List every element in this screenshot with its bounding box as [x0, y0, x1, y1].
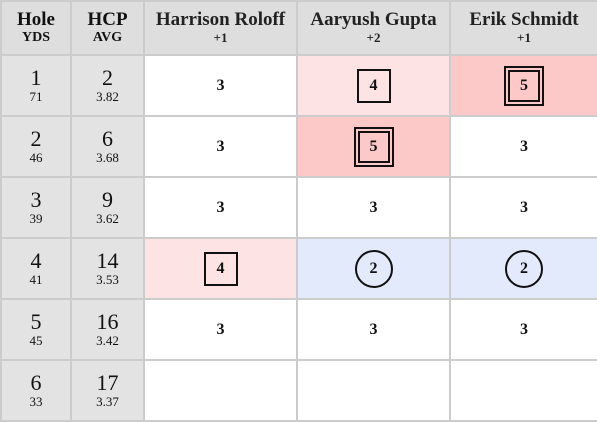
bogey-square-marker: 4 [356, 68, 391, 103]
avg-label: AVG [92, 30, 123, 45]
score-cell[interactable]: 2 [449, 237, 597, 300]
score-cell[interactable]: 3 [143, 298, 298, 361]
score-cell[interactable]: 3 [143, 176, 298, 239]
hole-yards: 45 [29, 332, 43, 348]
hcp-cell: 6 3.68 [70, 115, 145, 178]
score-cell[interactable]: 3 [296, 176, 451, 239]
scorecard-body: 1 71 2 3.82 3 4 5 2 46 6 3.68 3 5 3 3 39 9 3.62 3 3 3 4 41 14 3.… [0, 54, 597, 422]
score-cell[interactable]: 4 [296, 54, 451, 117]
hole-average: 3.82 [96, 88, 119, 104]
hole-row: 4 41 14 3.53 4 2 2 [0, 237, 597, 300]
yds-label: YDS [21, 30, 50, 45]
player-name: Harrison Roloff [155, 9, 286, 30]
hole-handicap: 2 [102, 64, 113, 90]
hole-row: 5 45 16 3.42 3 3 3 [0, 298, 597, 361]
hcp-cell: 9 3.62 [70, 176, 145, 239]
hcp-cell: 2 3.82 [70, 54, 145, 117]
score-cell[interactable]: 5 [296, 115, 451, 178]
score-value: 3 [520, 320, 528, 338]
score-cell[interactable]: 3 [296, 298, 451, 361]
score-cell[interactable]: 3 [143, 54, 298, 117]
player-header-1[interactable]: Harrison Roloff +1 [143, 0, 298, 56]
hole-label: Hole [17, 9, 55, 30]
score-cell[interactable]: 3 [449, 298, 597, 361]
hole-handicap: 17 [96, 369, 119, 395]
score-cell[interactable]: 2 [296, 237, 451, 300]
hole-average: 3.53 [96, 271, 119, 287]
score-value: 3 [216, 76, 225, 94]
hole-yards: 41 [29, 271, 43, 287]
hole-number: 4 [30, 247, 42, 273]
hcp-header: HCP AVG [70, 0, 145, 56]
hole-handicap: 9 [102, 186, 113, 212]
score-cell[interactable]: 4 [143, 237, 298, 300]
hcp-label: HCP [87, 9, 128, 30]
score-cell[interactable]: 3 [449, 176, 597, 239]
hole-yards: 39 [29, 210, 43, 226]
score-cell[interactable] [143, 359, 298, 422]
hole-header: Hole YDS [0, 0, 72, 56]
player-to-par: +1 [213, 30, 228, 45]
player-name: Aaryush Gupta [310, 9, 437, 30]
hole-number: 5 [30, 308, 42, 334]
header-row: Hole YDS HCP AVG Harrison Roloff +1 Aary… [0, 0, 597, 56]
hole-number: 3 [30, 186, 42, 212]
hole-cell: 4 41 [0, 237, 72, 300]
player-to-par: +1 [517, 30, 531, 45]
double-bogey-square-marker: 5 [353, 126, 394, 167]
hole-handicap: 6 [102, 125, 113, 151]
player-name: Erik Schmidt [469, 9, 579, 30]
score-value: 3 [520, 137, 528, 155]
hole-number: 6 [30, 369, 42, 395]
hole-number: 1 [30, 64, 42, 90]
hole-cell: 3 39 [0, 176, 72, 239]
bogey-square-marker: 4 [203, 251, 238, 286]
score-cell[interactable] [296, 359, 451, 422]
hole-row: 1 71 2 3.82 3 4 5 [0, 54, 597, 117]
hole-row: 2 46 6 3.68 3 5 3 [0, 115, 597, 178]
score-value: 5 [508, 69, 540, 102]
hole-row: 3 39 9 3.62 3 3 3 [0, 176, 597, 239]
hole-average: 3.68 [96, 149, 119, 165]
hole-cell: 1 71 [0, 54, 72, 117]
hole-average: 3.62 [96, 210, 119, 226]
birdie-circle-marker: 2 [354, 249, 393, 288]
hole-handicap: 16 [96, 308, 119, 334]
hcp-cell: 16 3.42 [70, 298, 145, 361]
hole-cell: 2 46 [0, 115, 72, 178]
hole-handicap: 14 [96, 247, 119, 273]
score-value: 3 [216, 320, 225, 338]
score-value: 3 [520, 198, 528, 216]
score-value: 3 [216, 198, 225, 216]
score-value: 3 [369, 198, 378, 216]
hole-cell: 6 33 [0, 359, 72, 422]
birdie-circle-marker: 2 [505, 249, 543, 288]
score-value: 3 [216, 137, 225, 155]
player-header-3[interactable]: Erik Schmidt +1 [449, 0, 597, 56]
hole-yards: 71 [29, 88, 43, 104]
hole-yards: 33 [29, 393, 43, 409]
hcp-cell: 14 3.53 [70, 237, 145, 300]
score-value: 5 [357, 130, 390, 163]
hole-cell: 5 45 [0, 298, 72, 361]
score-cell[interactable] [449, 359, 597, 422]
score-cell[interactable]: 3 [449, 115, 597, 178]
hole-average: 3.37 [96, 393, 119, 409]
player-to-par: +2 [366, 30, 381, 45]
hole-average: 3.42 [96, 332, 119, 348]
score-cell[interactable]: 5 [449, 54, 597, 117]
hole-row: 6 33 17 3.37 [0, 359, 597, 422]
hole-yards: 46 [29, 149, 43, 165]
player-header-2[interactable]: Aaryush Gupta +2 [296, 0, 451, 56]
hole-number: 2 [30, 125, 42, 151]
score-cell[interactable]: 3 [143, 115, 298, 178]
score-value: 3 [369, 320, 378, 338]
hcp-cell: 17 3.37 [70, 359, 145, 422]
double-bogey-square-marker: 5 [504, 65, 544, 106]
